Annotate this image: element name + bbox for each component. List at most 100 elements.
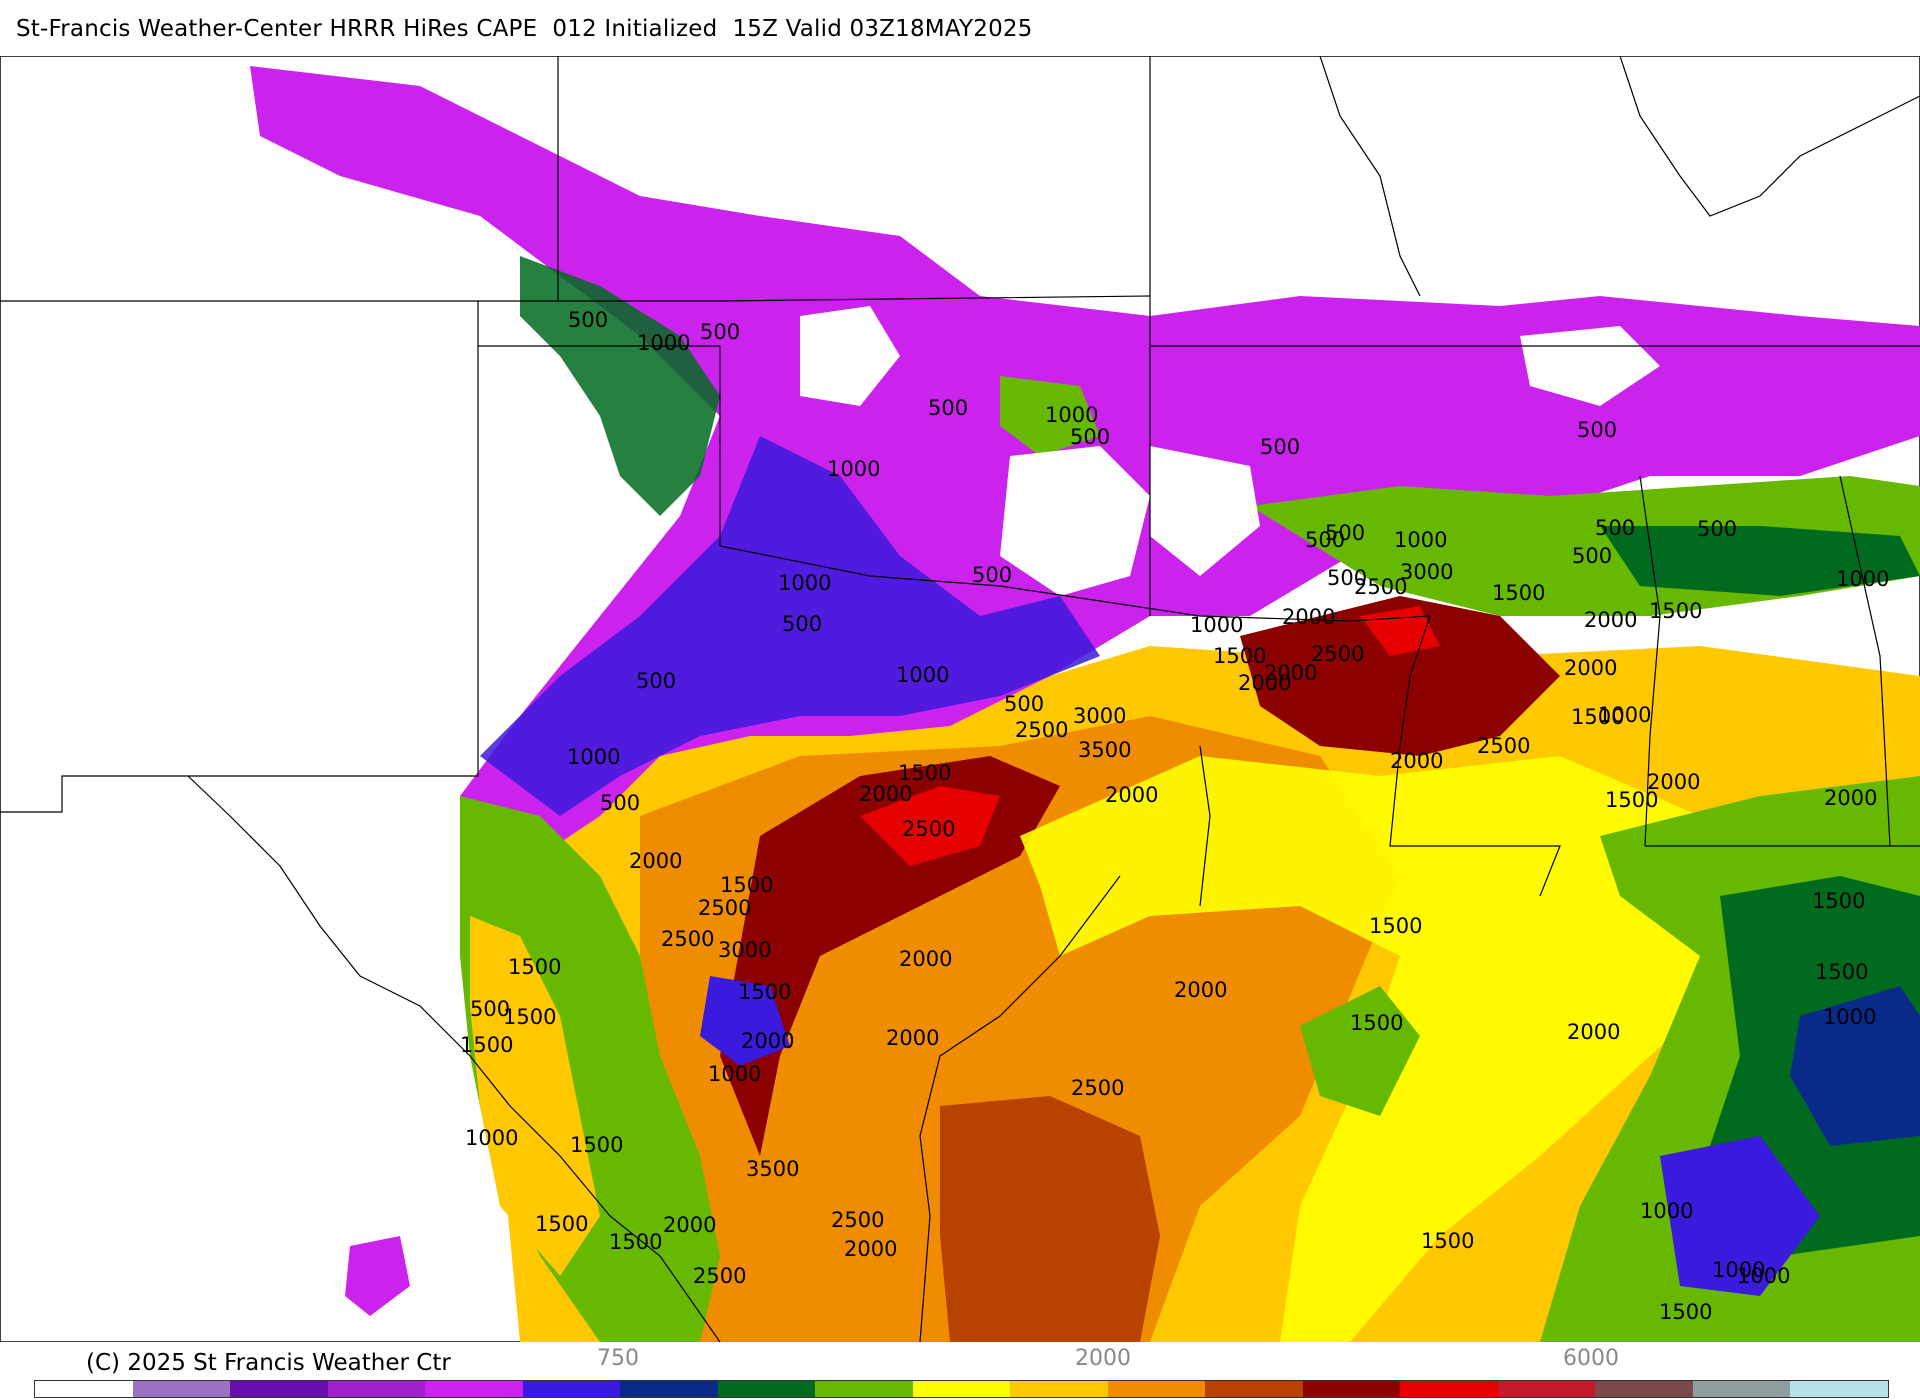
contour-label: 2000 — [663, 1213, 716, 1237]
cape-colorbar — [34, 1380, 1889, 1398]
west-yellow-strip — [470, 916, 600, 1276]
contour-label: 1500 — [1213, 644, 1266, 668]
colorbar-swatch — [1107, 1381, 1205, 1397]
contour-label: 2000 — [1390, 749, 1443, 773]
contour-label: 1500 — [738, 980, 791, 1004]
contour-label: 2000 — [1264, 661, 1317, 685]
contour-label: 2000 — [859, 782, 912, 806]
colorbar-swatch — [912, 1381, 1010, 1397]
map-title: St-Francis Weather-Center HRRR HiRes CAP… — [16, 16, 1033, 42]
contour-label: 2500 — [1311, 642, 1364, 666]
legend-tick-label: 2000 — [1075, 1346, 1131, 1371]
contour-label: 2000 — [1824, 786, 1877, 810]
contour-label: 500 — [972, 563, 1012, 587]
contour-label: 500 — [700, 320, 740, 344]
contour-label: 1000 — [465, 1126, 518, 1150]
contour-label: 1000 — [708, 1062, 761, 1086]
colorbar-swatch — [620, 1381, 718, 1397]
colorbar-swatch — [35, 1381, 133, 1397]
contour-labels-north: 500 1000 500 500 1000 500 1000 500 500 5… — [568, 308, 1737, 587]
contour-label: 1500 — [609, 1230, 662, 1254]
contour-labels-east: 500 1000 2500 3000 1500 2000 1000 500 25… — [1190, 516, 1889, 812]
contour-label: 2000 — [1105, 783, 1158, 807]
contour-label: 2000 — [1647, 770, 1700, 794]
contour-label: 500 — [928, 396, 968, 420]
contour-label: 1000 — [1045, 403, 1098, 427]
northeast-darkgreen — [1600, 526, 1920, 596]
contour-label: 1000 — [1640, 1199, 1693, 1223]
green-patch-south — [1300, 986, 1420, 1116]
contour-label: 2000 — [886, 1026, 939, 1050]
colorbar-swatch — [425, 1381, 523, 1397]
colorbar-swatch — [522, 1381, 620, 1397]
contour-label: 500 — [1327, 566, 1367, 590]
purple-band — [480, 436, 1100, 816]
colorbar-swatch — [1205, 1381, 1303, 1397]
contour-label: 3000 — [718, 938, 771, 962]
state-boundaries — [0, 56, 1920, 907]
contour-label: 1000 — [1737, 1264, 1790, 1288]
contour-label: 500 — [1260, 435, 1300, 459]
contour-label: 2000 — [844, 1237, 897, 1261]
contour-label: 1500 — [535, 1212, 588, 1236]
contour-label: 1500 — [503, 1005, 556, 1029]
darkred-cape-core — [720, 756, 1060, 1156]
mexico-small-purple — [345, 1236, 410, 1316]
contour-label: 500 — [1004, 692, 1044, 716]
contour-label: 3500 — [1078, 738, 1131, 762]
red-cape-core — [860, 786, 1000, 866]
contour-label: 2500 — [698, 896, 751, 920]
contour-labels-central: 1000 500 500 1000 500 1000 500 3000 3500… — [567, 571, 1291, 841]
contour-label: 3000 — [1400, 560, 1453, 584]
contour-label: 1500 — [1571, 705, 1624, 729]
contour-label: 2500 — [1071, 1076, 1124, 1100]
contour-label: 500 — [1595, 516, 1635, 540]
contour-label: 1500 — [1659, 1300, 1712, 1324]
contour-label: 2000 — [741, 1029, 794, 1053]
contour-label: 1500 — [1649, 599, 1702, 623]
contour-label: 1000 — [567, 745, 620, 769]
contour-label: 1500 — [898, 761, 951, 785]
contour-label: 2500 — [1354, 575, 1407, 599]
contour-label: 2000 — [1584, 608, 1637, 632]
contour-label: 1500 — [1492, 581, 1545, 605]
colorbar-swatch — [1302, 1381, 1400, 1397]
colorbar-swatch — [1692, 1381, 1790, 1397]
contour-label: 1000 — [1712, 1258, 1765, 1282]
east-brown-core — [1240, 596, 1560, 756]
contour-label: 500 — [1572, 544, 1612, 568]
colorbar-swatch — [132, 1381, 230, 1397]
colorbar-swatch — [1595, 1381, 1693, 1397]
southeast-navy — [1790, 986, 1920, 1146]
contour-label: 2500 — [831, 1208, 884, 1232]
contour-label: 500 — [1070, 425, 1110, 449]
contour-label: 2000 — [629, 849, 682, 873]
colorbar-swatch — [230, 1381, 328, 1397]
contour-label: 500 — [1577, 418, 1617, 442]
contour-label: 2500 — [693, 1264, 746, 1288]
contour-label: 500 — [470, 997, 510, 1021]
contour-label: 1500 — [460, 1033, 513, 1057]
colorbar-swatch — [327, 1381, 425, 1397]
contour-label: 500 — [568, 308, 608, 332]
contour-label: 1000 — [637, 331, 690, 355]
contour-label: 2000 — [899, 947, 952, 971]
contour-label: 1500 — [1812, 889, 1865, 913]
contour-label: 2000 — [1238, 671, 1291, 695]
contour-labels-west: 2000 1500 2500 2500 3000 1500 1500 500 1… — [460, 849, 897, 1288]
contour-label: 500 — [600, 791, 640, 815]
contour-label: 1500 — [508, 955, 561, 979]
contour-label: 500 — [1325, 521, 1365, 545]
texas-border — [187, 775, 1121, 1342]
contour-label: 1000 — [1598, 703, 1651, 727]
cape-map: 500 1000 500 500 1000 500 1000 500 500 5… — [0, 56, 1920, 1342]
contour-label: 500 — [782, 612, 822, 636]
void-2 — [1000, 446, 1150, 596]
contour-label: 2500 — [1015, 718, 1068, 742]
contour-label: 1000 — [1394, 528, 1447, 552]
void-3 — [1150, 446, 1260, 576]
colorbar-swatch — [1790, 1381, 1888, 1397]
contour-label: 2000 — [1174, 978, 1227, 1002]
green-patch-mid — [1000, 376, 1100, 456]
contour-label: 1500 — [1421, 1229, 1474, 1253]
